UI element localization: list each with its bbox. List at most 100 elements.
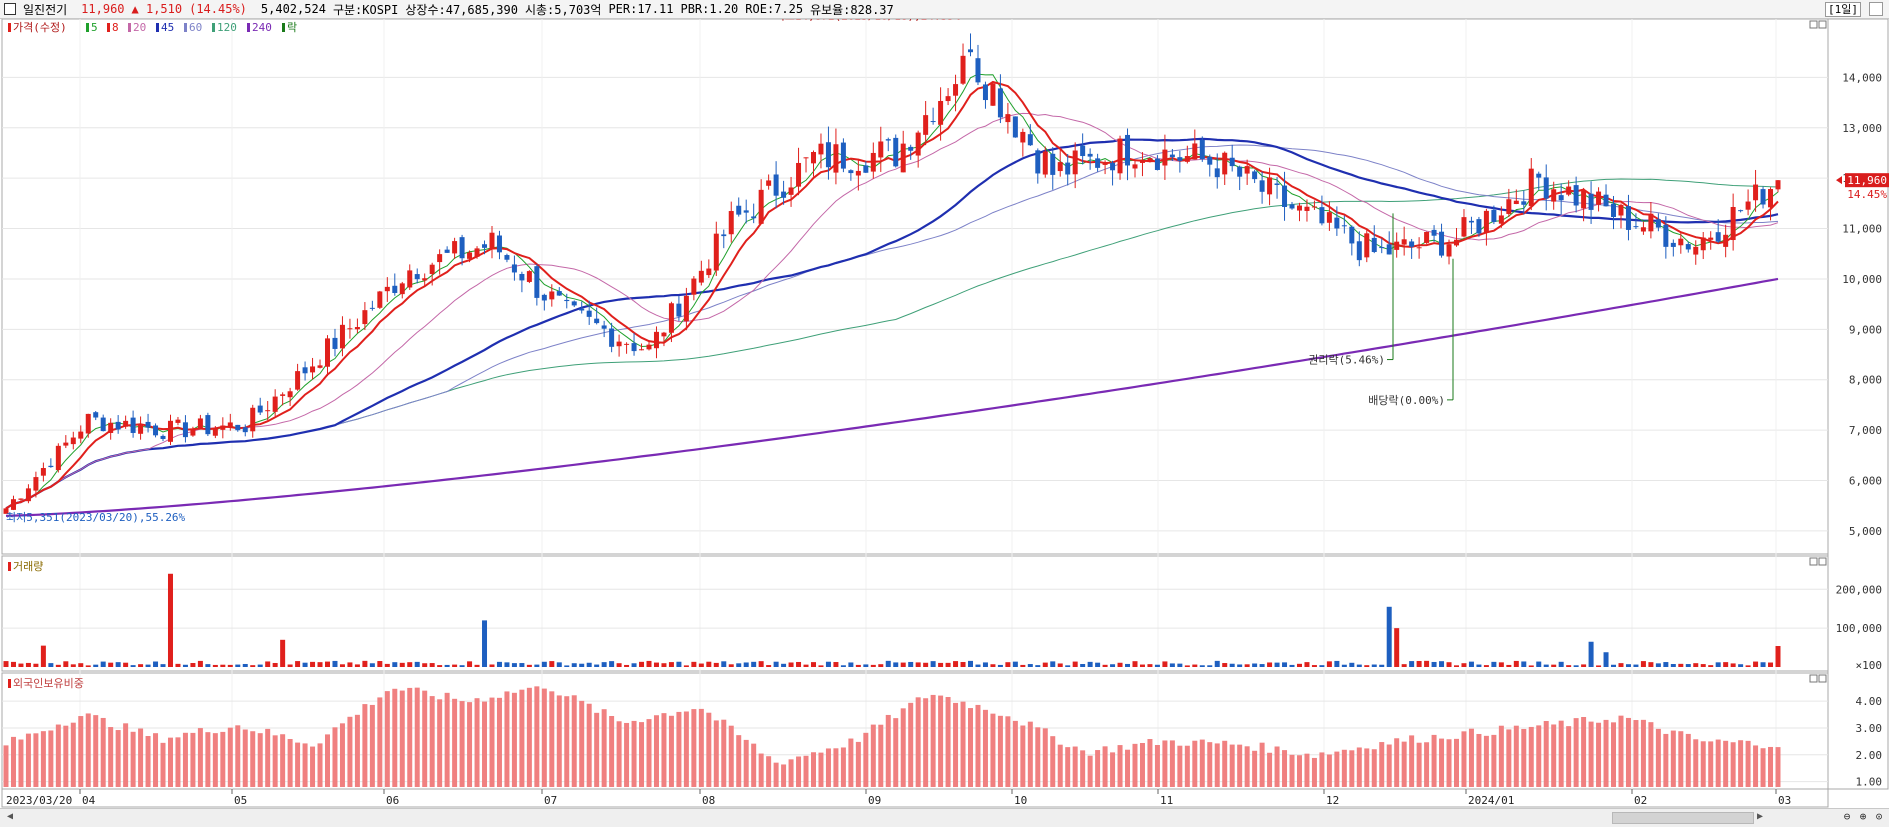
candle-body (1394, 241, 1400, 250)
candle-body (392, 285, 398, 293)
volume-bar (1768, 662, 1774, 667)
foreign-ratio-bar (1237, 744, 1243, 787)
foreign-ratio-bar (212, 733, 218, 787)
legend-ma-label: 45 (161, 21, 174, 34)
foreign-ratio-bar (953, 702, 959, 787)
zoom-out-icon[interactable]: ⊖ (1843, 810, 1851, 823)
volume-bar (721, 661, 727, 667)
foreign-ratio-bar (145, 736, 151, 787)
candle-body (1416, 247, 1422, 249)
zoom-reset-icon[interactable]: ⊙ (1875, 810, 1883, 823)
scroll-right-icon[interactable]: ▶ (1756, 811, 1764, 822)
candle-body (1513, 200, 1519, 205)
volume-bar (295, 661, 301, 667)
volume-bar (997, 664, 1003, 667)
foreign-ratio-bar (220, 731, 226, 787)
foreign-ratio-bar (1693, 739, 1699, 787)
candle-body (1424, 231, 1430, 243)
foreign-ratio-bar (639, 722, 645, 787)
foreign-ratio-bar (721, 719, 727, 787)
volume-bar (653, 662, 659, 667)
foreign-ratio-bar (227, 727, 233, 787)
period-button[interactable]: [1일] (1825, 2, 1861, 17)
volume-bar (1311, 665, 1317, 667)
candle-body (250, 407, 256, 432)
volume-bar (1573, 665, 1579, 667)
volume-bar (1663, 662, 1669, 667)
scrollbar[interactable]: ◀ ▶ ⊖ ⊕ ⊙ (0, 808, 1889, 827)
market-cap: 시총:5,703억 (524, 2, 602, 17)
foreign-ratio-bar (250, 731, 256, 787)
foreign-ratio-bar (706, 712, 712, 787)
volume-bar (310, 661, 316, 667)
candle-body (1020, 131, 1026, 143)
foreign-ratio-bar (698, 708, 704, 787)
volume-bar (1468, 661, 1474, 667)
foreign-ratio-bar (1184, 745, 1190, 787)
foreign-ratio-bar (1095, 750, 1101, 787)
candle-body (227, 422, 233, 427)
volume-bar (1379, 664, 1385, 667)
candle-body (639, 349, 645, 351)
x-tick-label: 03 (1778, 794, 1791, 807)
candle-body (960, 55, 966, 84)
volume-bar (840, 665, 846, 667)
volume-bar (1753, 661, 1759, 667)
candle-body (1483, 210, 1489, 233)
volume-bar (347, 662, 353, 667)
candle-body (915, 132, 921, 156)
scroll-thumb[interactable] (1612, 812, 1754, 824)
candle-body (766, 180, 772, 186)
candle-body (893, 137, 899, 167)
candle-body (257, 405, 263, 413)
legend-ma-label: 8 (112, 21, 119, 34)
candle-body (1633, 226, 1639, 228)
scroll-left-icon[interactable]: ◀ (6, 811, 14, 822)
volume-bar (1708, 665, 1714, 667)
volume-bar (1012, 661, 1018, 667)
candle-body (1693, 246, 1699, 255)
foreign-ratio-bar (429, 696, 435, 787)
foreign-ratio-bar (1229, 744, 1235, 787)
candle-body (369, 307, 375, 309)
candle-body (549, 291, 555, 300)
foreign-ratio-bar (1222, 740, 1228, 787)
candle-body (885, 139, 891, 141)
candle-body (676, 303, 682, 317)
candle-body (1349, 226, 1355, 244)
foreign-ratio-bar (1506, 729, 1512, 787)
foreign-ratio-bar (653, 715, 659, 787)
window-close-icon[interactable] (1869, 2, 1883, 16)
checkbox-icon[interactable] (4, 3, 16, 15)
foreign-ratio-bar (1745, 740, 1751, 787)
volume-bar (55, 664, 61, 667)
volume-bar (145, 664, 151, 667)
foreign-legend-swatch (8, 679, 11, 688)
candle-body (990, 83, 996, 106)
legend-ma-label: 120 (217, 21, 237, 34)
volume-bar (1506, 664, 1512, 667)
candle-body (1326, 212, 1332, 223)
foreign-ratio-bar (63, 725, 69, 787)
candle-body (1282, 185, 1288, 207)
candle-body (70, 437, 76, 445)
candle-body (1566, 186, 1572, 195)
volume-bar (773, 661, 779, 667)
foreign-ratio-bar (1588, 721, 1594, 787)
foreign-ratio-bar (325, 734, 331, 787)
foreign-ratio-bar (1618, 715, 1624, 787)
stock-chart[interactable]: 5,0006,0007,0008,0009,00010,00011,00012,… (0, 19, 1889, 808)
volume-bar (1199, 665, 1205, 667)
candle-body (10, 499, 16, 510)
volume-bar (1192, 664, 1198, 667)
zoom-in-icon[interactable]: ⊕ (1859, 810, 1867, 823)
foreign-ratio-bar (115, 730, 121, 787)
volume-bar (1491, 661, 1497, 667)
volume-bar (257, 664, 263, 667)
y-tick-label: 11,000 (1842, 223, 1882, 236)
candle-body (923, 115, 929, 135)
candle-body (1678, 238, 1684, 246)
foreign-ratio-bar (1199, 739, 1205, 787)
candle-body (1207, 156, 1213, 165)
foreign-ratio-bar (138, 728, 144, 787)
